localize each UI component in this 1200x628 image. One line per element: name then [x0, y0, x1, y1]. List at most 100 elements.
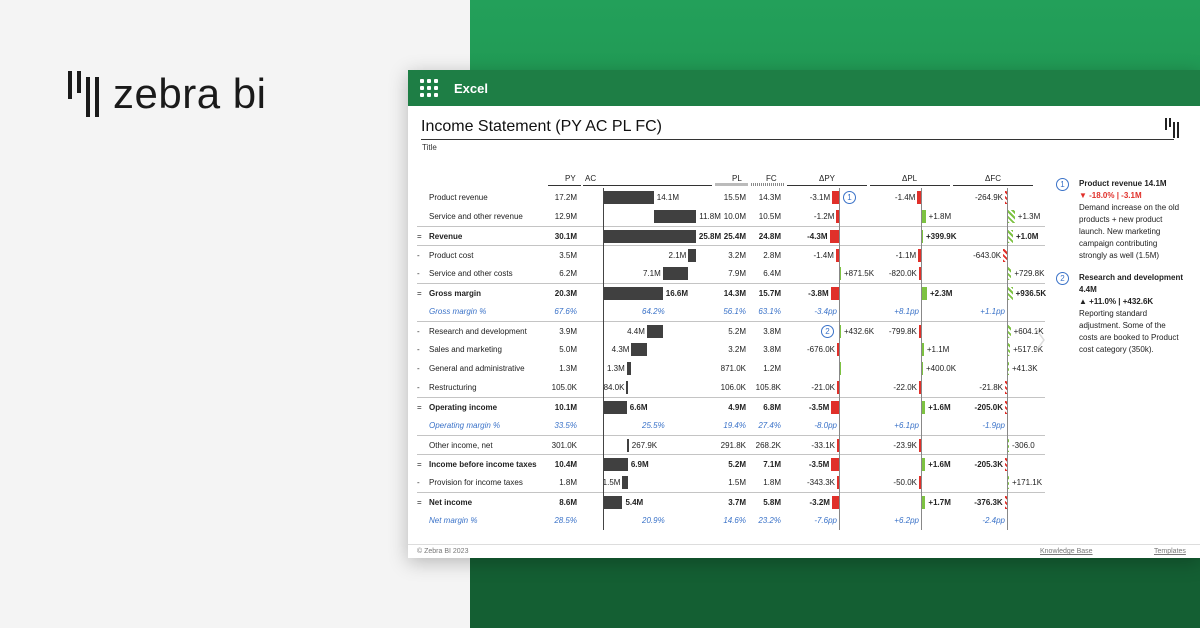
dfc-bar[interactable] — [1005, 191, 1007, 204]
dfc-value: +1.3M — [1017, 212, 1041, 221]
dpy-bar[interactable] — [837, 381, 839, 394]
table-row[interactable]: = Gross margin 20.3M 14.3M 15.7M 16.6M -3.8M +2… — [417, 283, 1046, 302]
table-row[interactable]: = Revenue 30.1M 25.4M 24.8M 25.8M -4.3M +399.9K… — [417, 226, 1045, 245]
ac-bar[interactable] — [646, 325, 663, 338]
dpy-bar[interactable] — [839, 325, 841, 338]
ac-value: 7.1M — [642, 269, 661, 278]
dpy-bar[interactable] — [836, 210, 839, 223]
pl-value: 56.1% — [723, 307, 746, 316]
table-row[interactable]: = Income before income taxes 10.4M 5.2M 7.1M… — [417, 454, 1045, 473]
dpy-bar[interactable] — [832, 191, 839, 204]
ac-bar[interactable] — [626, 381, 629, 394]
ac-bar[interactable] — [603, 496, 623, 509]
ac-bar[interactable] — [626, 362, 632, 375]
dpy-bar[interactable] — [831, 401, 839, 414]
dpy-bar[interactable] — [839, 267, 841, 280]
comment-1[interactable]: 1 Product revenue 14.1M ▼ -18.0% | -3.1M… — [1054, 178, 1184, 262]
table-row[interactable]: - Provision for income taxes 1.8M 1.5M 1.8M 1… — [417, 473, 1045, 492]
table-row[interactable]: Operating margin % 33.5% 19.4% 27.4% 25.5% -8… — [417, 416, 1045, 435]
dpy-bar[interactable] — [839, 362, 841, 375]
dfc-bar[interactable] — [1007, 230, 1013, 243]
table-row[interactable]: Gross margin % 67.6% 56.1% 63.1% 64.2% -3.4pp… — [417, 302, 1045, 321]
col-header-fc[interactable]: FC — [766, 174, 777, 183]
table-row[interactable]: Other income, net 301.0K 291.8K 268.2K 267.9… — [417, 435, 1045, 454]
table-row[interactable]: - General and administrative 1.3M 871.0K 1.2… — [417, 359, 1045, 378]
dpy-bar[interactable] — [835, 249, 839, 262]
table-row[interactable]: - Sales and marketing 5.0M 3.2M 3.8M 4.3M -676… — [417, 340, 1045, 359]
ac-bar[interactable] — [603, 401, 627, 414]
ac-bar[interactable] — [688, 249, 696, 262]
dpl-bar[interactable] — [919, 381, 921, 394]
col-header-pl[interactable]: PL — [732, 174, 742, 183]
dpl-bar[interactable] — [921, 287, 927, 300]
dfc-bar[interactable] — [1007, 476, 1009, 489]
table-row[interactable]: = Net income 8.6M 3.7M 5.8M 5.4M -3.2M +1.7M -37… — [417, 492, 1045, 511]
ac-value: 25.8M — [698, 232, 722, 241]
dpy-bar[interactable] — [837, 343, 839, 356]
dpl-bar[interactable] — [918, 267, 921, 280]
ac-bar[interactable] — [662, 267, 689, 280]
dfc-bar[interactable] — [1005, 401, 1007, 414]
comment-marker[interactable]: 1 — [843, 191, 856, 204]
table-row[interactable]: - Service and other costs 6.2M 7.9M 6.4M 7.1M… — [417, 264, 1045, 283]
dfc-bar[interactable] — [1007, 439, 1009, 452]
dpl-bar[interactable] — [921, 458, 926, 471]
dpl-bar[interactable] — [921, 362, 923, 375]
dfc-bar[interactable] — [1007, 287, 1013, 300]
col-header-dfc[interactable]: ΔFC — [985, 174, 1002, 183]
table-row[interactable]: - Product cost 3.5M 3.2M 2.8M 2.1M -1.4M -1.1M -… — [417, 245, 1045, 264]
app-launcher-icon[interactable] — [420, 79, 438, 97]
ac-value: 4.4M — [627, 327, 645, 336]
ac-bar[interactable] — [622, 476, 628, 489]
chevron-right-icon[interactable] — [1035, 328, 1045, 352]
table-row[interactable]: Service and other revenue 12.9M 10.0M 10.5M… — [417, 207, 1045, 226]
table-row[interactable]: Product revenue 17.2M 15.5M 14.3M 14.1M -3.1M… — [417, 188, 1045, 207]
ac-bar[interactable] — [626, 439, 629, 452]
dpl-bar[interactable] — [921, 230, 923, 243]
table-row[interactable]: - Restructuring 105.0K 106.0K 105.8K 84.0K -21… — [417, 378, 1045, 397]
col-header-py[interactable]: PY — [565, 174, 576, 183]
dpy-bar[interactable] — [831, 496, 839, 509]
dfc-bar[interactable] — [1003, 249, 1007, 262]
pl-value: 3.2M — [728, 345, 746, 354]
dpl-bar[interactable] — [921, 401, 926, 414]
dfc-bar[interactable] — [1005, 458, 1007, 471]
col-header-ac[interactable]: AC — [585, 174, 597, 183]
dpy-bar[interactable] — [830, 287, 839, 300]
dpl-bar[interactable] — [921, 210, 926, 223]
col-header-dpl[interactable]: ΔPL — [902, 174, 918, 183]
table-row[interactable]: = Operating income 10.1M 4.9M 6.8M 6.6M -3.5M +… — [417, 397, 1045, 416]
ac-bar[interactable] — [603, 458, 628, 471]
dfc-bar[interactable] — [1007, 362, 1009, 375]
ac-bar[interactable] — [603, 230, 696, 243]
footer-templates-link[interactable]: Templates — [1154, 548, 1186, 555]
dpy-bar[interactable] — [829, 230, 839, 243]
ac-bar[interactable] — [603, 191, 654, 204]
table-row[interactable]: Net margin % 28.5% 14.6% 23.2% 20.9% -7.6pp +6… — [417, 511, 1045, 530]
dpy-bar[interactable] — [837, 476, 839, 489]
ac-bar[interactable] — [631, 343, 647, 356]
dfc-bar[interactable] — [1007, 343, 1011, 356]
ac-bar[interactable] — [603, 287, 663, 300]
dpl-bar[interactable] — [918, 325, 921, 338]
dpl-bar[interactable] — [921, 343, 924, 356]
dpl-bar[interactable] — [921, 496, 926, 509]
dpl-bar[interactable] — [919, 476, 921, 489]
dpl-bar[interactable] — [917, 191, 921, 204]
footer-knowledge-base-link[interactable]: Knowledge Base — [1040, 548, 1093, 555]
ac-bar[interactable] — [653, 210, 697, 223]
dfc-bar[interactable] — [1004, 496, 1007, 509]
dpl-bar[interactable] — [919, 439, 921, 452]
dpl-bar[interactable] — [918, 249, 921, 262]
dfc-bar[interactable] — [1005, 381, 1007, 394]
dfc-bar[interactable] — [1007, 210, 1015, 223]
comment-2[interactable]: 2 Research and development 4.4M ▲ +11.0%… — [1054, 272, 1184, 356]
dpy-bar[interactable] — [837, 439, 839, 452]
dfc-bar[interactable] — [1007, 325, 1011, 338]
dpy-bar[interactable] — [831, 458, 839, 471]
app-name[interactable]: Excel — [454, 80, 488, 96]
dfc-bar[interactable] — [1007, 267, 1012, 280]
col-header-dpy[interactable]: ΔPY — [819, 174, 836, 183]
table-row[interactable]: - Research and development 3.9M 5.2M 3.8M 4.4… — [417, 321, 1045, 340]
comment-marker[interactable]: 2 — [821, 325, 834, 338]
